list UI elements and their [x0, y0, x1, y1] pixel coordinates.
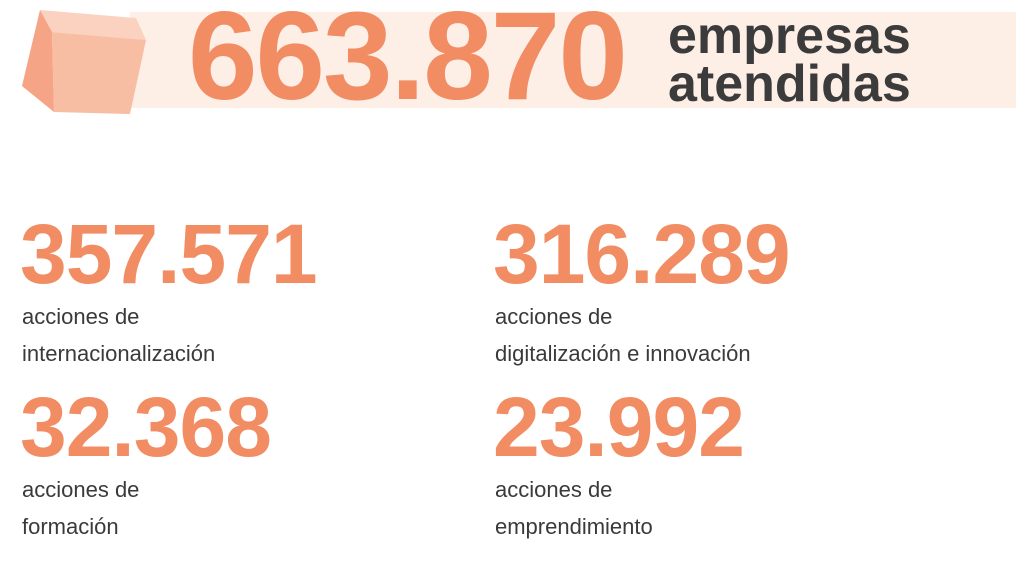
- stat-number: 316.289: [493, 207, 791, 301]
- stat-label: acciones de: [495, 477, 613, 502]
- stat-label: internacionalización: [22, 341, 216, 366]
- stat-number: 32.368: [20, 380, 272, 474]
- header-band: [130, 12, 1016, 108]
- headline-number: 663.870: [188, 0, 628, 126]
- stat-label: acciones de: [22, 477, 140, 502]
- stat-label: emprendimiento: [495, 514, 653, 539]
- stat-label: digitalización e innovación: [495, 341, 751, 366]
- stat-label: acciones de: [495, 304, 613, 329]
- stat-number: 357.571: [20, 207, 318, 301]
- stat-number: 23.992: [493, 380, 745, 474]
- headline-label: atendidas: [668, 55, 911, 113]
- stat-label: formación: [22, 514, 119, 539]
- cube-icon: [22, 10, 146, 114]
- headline-label: empresas: [668, 7, 911, 65]
- stat-label: acciones de: [22, 304, 140, 329]
